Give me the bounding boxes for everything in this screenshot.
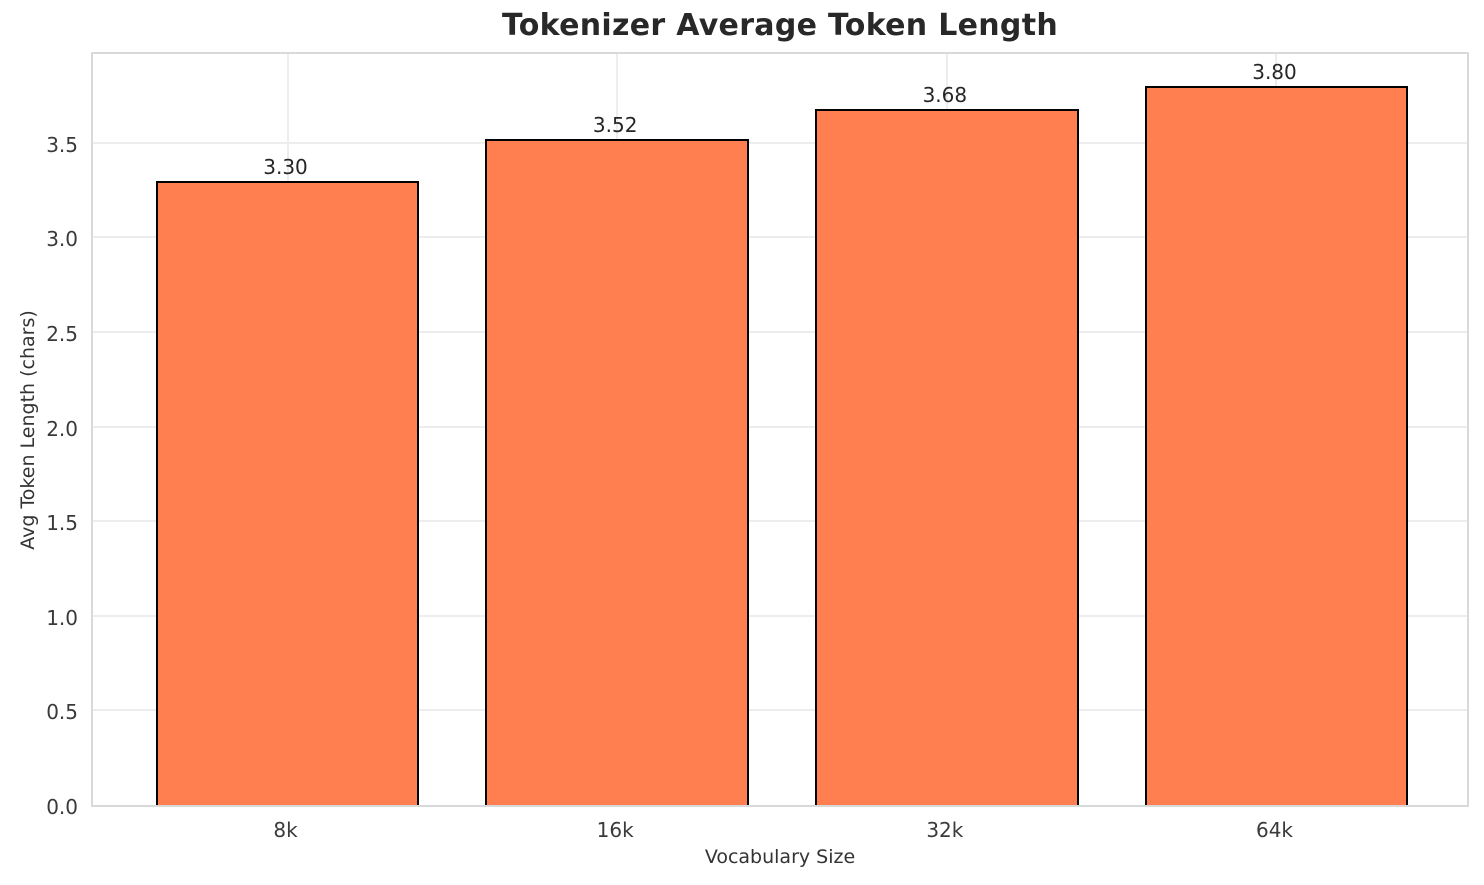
horizontal-gridline — [93, 236, 1467, 239]
x-tick-label: 32k — [926, 818, 964, 842]
plot-area — [91, 52, 1469, 807]
horizontal-gridline — [93, 425, 1467, 428]
x-axis-label: Vocabulary Size — [704, 846, 856, 868]
y-tick-label: 2.5 — [46, 321, 78, 346]
horizontal-gridline — [93, 330, 1467, 333]
horizontal-gridline — [93, 614, 1467, 617]
bar-16k — [485, 138, 750, 805]
y-tick-label: 1.5 — [46, 511, 78, 536]
horizontal-gridline — [93, 141, 1467, 144]
x-tick-label: 8k — [273, 818, 298, 842]
bar-value-label: 3.30 — [263, 154, 308, 179]
chart-title: Tokenizer Average Token Length — [501, 8, 1058, 43]
bar-64k — [1144, 85, 1409, 805]
y-tick-label: 0.0 — [46, 795, 78, 819]
bar-value-label: 3.52 — [592, 112, 638, 137]
y-tick-label: 2.0 — [46, 416, 78, 441]
horizontal-gridline — [93, 520, 1467, 523]
y-tick-label: 3.5 — [46, 132, 78, 157]
bar-value-label: 3.80 — [1252, 59, 1297, 84]
bar-8k — [155, 180, 420, 805]
x-tick-label: 64k — [1255, 818, 1293, 842]
bar-32k — [814, 108, 1079, 805]
horizontal-gridline — [93, 709, 1467, 712]
x-tick-label: 16k — [596, 818, 634, 842]
y-tick-label: 3.0 — [46, 227, 78, 252]
y-tick-label: 0.5 — [46, 700, 78, 725]
bar-value-label: 3.68 — [922, 82, 968, 107]
y-tick-label: 1.0 — [46, 605, 78, 630]
